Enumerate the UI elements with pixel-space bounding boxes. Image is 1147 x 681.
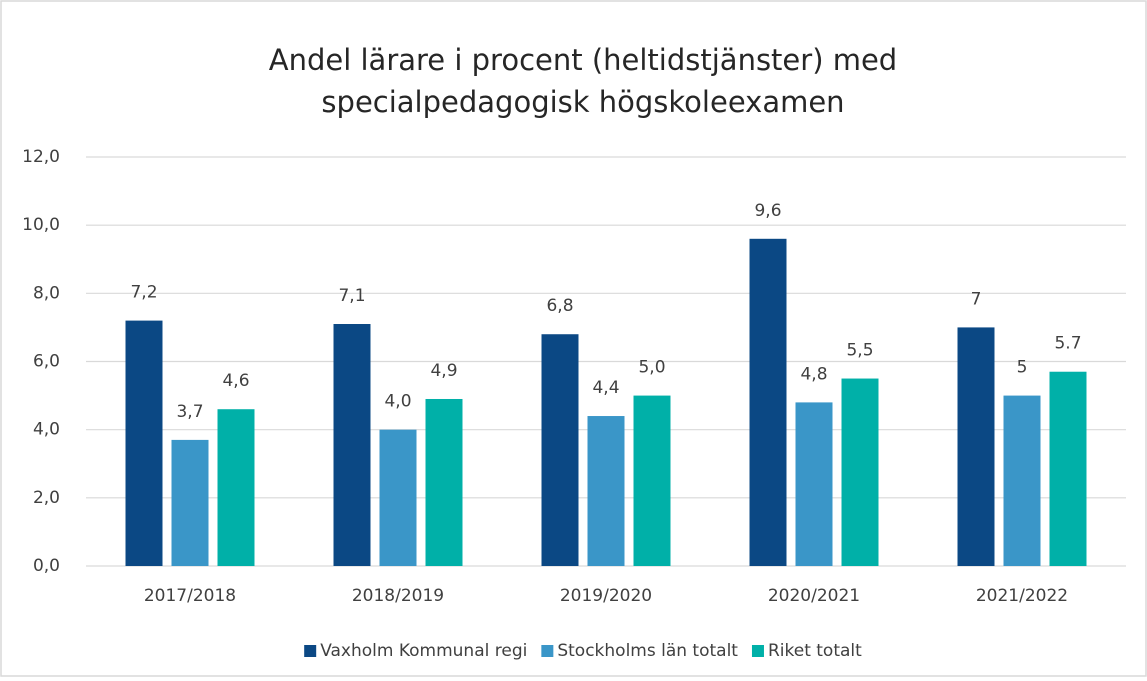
legend-label: Stockholms län totalt bbox=[557, 641, 738, 661]
data-label: 7,2 bbox=[130, 283, 157, 303]
y-tick-label: 8,0 bbox=[33, 283, 60, 303]
data-label: 6,8 bbox=[546, 296, 573, 316]
bar bbox=[795, 402, 833, 566]
chart-title: Andel lärare i procent (heltidstjänster)… bbox=[269, 43, 897, 77]
bar bbox=[957, 327, 995, 566]
y-tick-label: 0,0 bbox=[33, 556, 60, 576]
bar bbox=[217, 409, 255, 566]
data-label: 5,5 bbox=[846, 341, 873, 361]
y-tick-label: 6,0 bbox=[33, 352, 60, 372]
x-tick-label: 2020/2021 bbox=[768, 586, 860, 606]
y-tick-label: 2,0 bbox=[33, 488, 60, 508]
x-tick-label: 2019/2020 bbox=[560, 586, 652, 606]
y-tick-label: 12,0 bbox=[22, 147, 60, 167]
legend-swatch bbox=[751, 645, 764, 657]
bar bbox=[1049, 371, 1087, 566]
data-label: 5,0 bbox=[638, 358, 665, 378]
data-label: 4,9 bbox=[430, 361, 457, 381]
bar bbox=[587, 416, 625, 566]
chart-title: specialpedagogisk högskoleexamen bbox=[321, 85, 844, 119]
legend-label: Riket totalt bbox=[768, 641, 862, 661]
legend-swatch bbox=[541, 645, 554, 657]
x-tick-label: 2021/2022 bbox=[976, 586, 1068, 606]
data-label: 4,0 bbox=[384, 392, 411, 412]
y-tick-label: 10,0 bbox=[22, 215, 60, 235]
y-tick-label: 4,0 bbox=[33, 420, 60, 440]
data-label: 9,6 bbox=[754, 201, 781, 221]
data-label: 3,7 bbox=[176, 402, 203, 422]
bar bbox=[379, 429, 417, 566]
data-label: 7 bbox=[971, 289, 982, 309]
bar bbox=[633, 395, 671, 566]
bar bbox=[1003, 395, 1041, 566]
data-label: 4,8 bbox=[800, 364, 827, 384]
data-label: 5.7 bbox=[1054, 334, 1081, 354]
x-tick-label: 2018/2019 bbox=[352, 586, 444, 606]
legend-label: Vaxholm Kommunal regi bbox=[320, 641, 527, 661]
data-label: 5 bbox=[1017, 358, 1028, 378]
bar bbox=[333, 324, 371, 566]
bar bbox=[171, 439, 209, 566]
bar bbox=[541, 334, 579, 566]
data-label: 4,6 bbox=[222, 371, 249, 391]
legend-swatch bbox=[304, 645, 317, 657]
bar bbox=[425, 398, 463, 566]
data-label: 4,4 bbox=[592, 378, 619, 398]
bar bbox=[841, 378, 879, 566]
data-label: 7,1 bbox=[338, 286, 365, 306]
bar bbox=[749, 238, 787, 567]
x-tick-label: 2017/2018 bbox=[144, 586, 236, 606]
bar bbox=[125, 320, 163, 566]
